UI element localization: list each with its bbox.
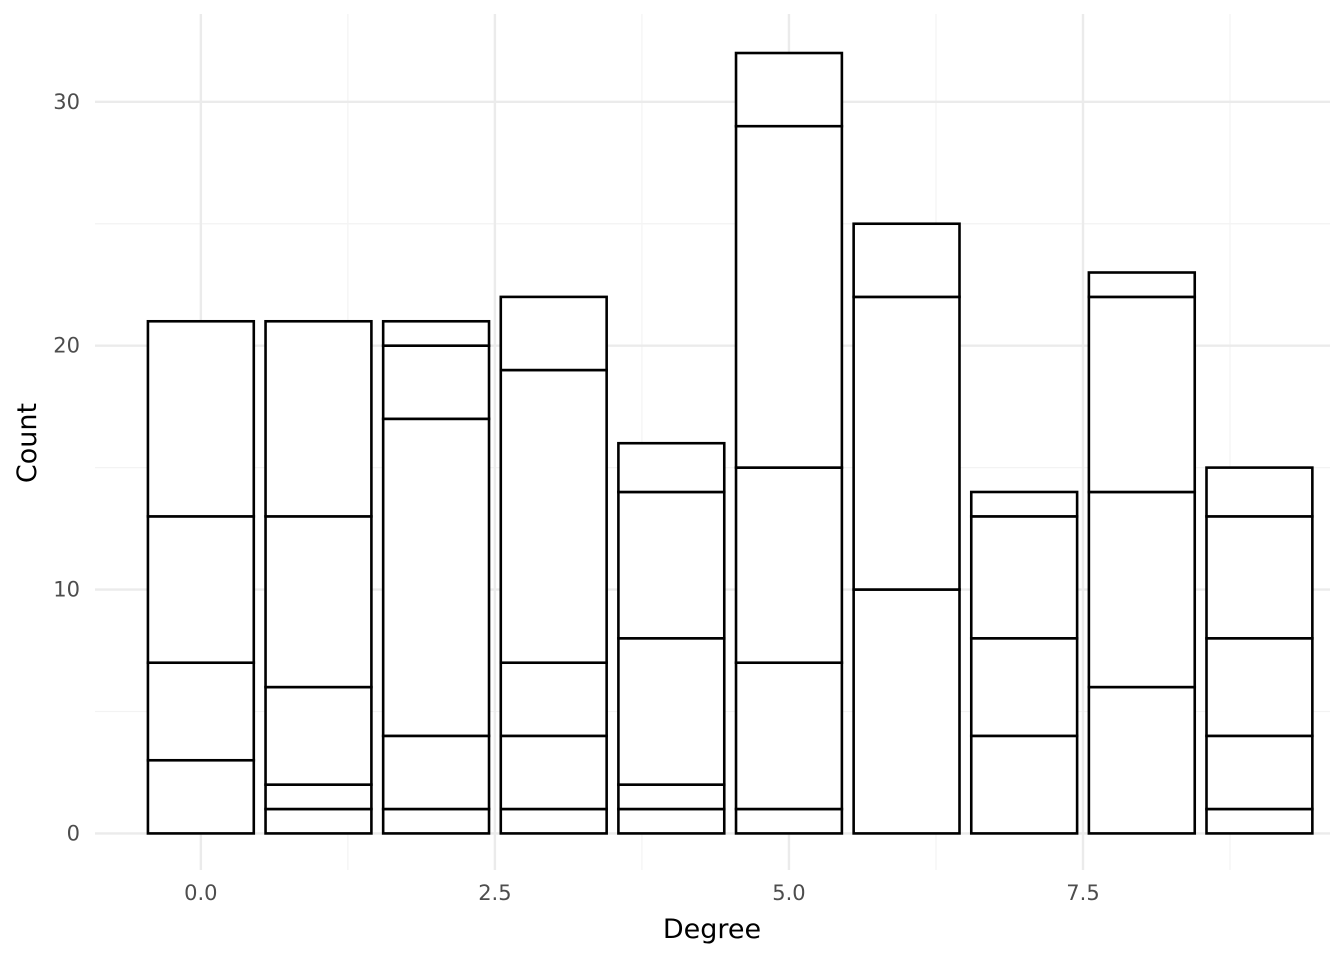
y-tick-label: 30: [53, 90, 80, 114]
bars-layer: [146, 51, 1314, 835]
bar-segment: [1087, 490, 1197, 689]
bar-stack: [381, 319, 491, 835]
bar-segment: [381, 417, 491, 738]
bar-segment: [969, 734, 1079, 835]
x-tick-label: 0.0: [184, 881, 217, 905]
x-tick-label: 2.5: [478, 881, 511, 905]
bar-segment: [499, 807, 608, 835]
bar-segment: [264, 807, 373, 835]
bar-segment: [617, 490, 726, 640]
bar-segment: [1205, 637, 1314, 738]
bar-segment: [617, 441, 726, 494]
bar-segment: [499, 734, 608, 811]
bar-segment: [1087, 295, 1197, 494]
x-tick-label: 7.5: [1066, 881, 1099, 905]
bar-segment: [381, 734, 491, 811]
bar-segment: [264, 783, 373, 811]
bar-segment: [146, 758, 256, 835]
bar-stack: [734, 51, 844, 835]
bar-segment: [1205, 734, 1314, 811]
y-tick-label: 0: [67, 821, 80, 845]
y-tick-label: 20: [53, 334, 80, 358]
bar-stack: [969, 490, 1079, 835]
bar-stack: [146, 319, 256, 835]
bar-stack: [617, 441, 726, 835]
bar-segment: [1087, 271, 1197, 299]
bar-segment: [617, 783, 726, 811]
bar-segment: [264, 685, 373, 786]
bar-segment: [852, 295, 961, 591]
y-axis-title: Count: [12, 403, 43, 483]
bar-segment: [146, 515, 256, 665]
bar-segment: [734, 51, 844, 128]
bar-segment: [617, 637, 726, 786]
bar-segment: [381, 319, 491, 347]
bar-segment: [734, 466, 844, 665]
bar-stack: [1205, 466, 1314, 835]
bar-segment: [499, 661, 608, 738]
bar-segment: [1087, 685, 1197, 835]
bar-segment: [264, 319, 373, 518]
bar-segment: [969, 515, 1079, 640]
bar-segment: [617, 807, 726, 835]
bar-segment: [734, 661, 844, 811]
bar-stack: [1087, 271, 1197, 835]
bar-stack: [499, 295, 608, 835]
x-axis-title: Degree: [663, 914, 761, 945]
bar-segment: [146, 319, 256, 518]
bar-segment: [969, 490, 1079, 518]
y-tick-label: 10: [53, 578, 80, 602]
bar-stack: [852, 222, 961, 835]
bar-stack: [264, 319, 373, 835]
bar-segment: [734, 807, 844, 835]
ticks-layer: 0 10 20 30 0.0 2.5 5.0 7.5: [53, 90, 1099, 905]
bar-segment: [1205, 515, 1314, 640]
bar-segment: [734, 124, 844, 469]
bar-segment: [499, 368, 608, 665]
bar-segment: [1205, 466, 1314, 518]
bar-segment: [381, 344, 491, 421]
bar-segment: [146, 661, 256, 762]
bar-segment: [969, 637, 1079, 738]
bar-segment: [499, 295, 608, 372]
bar-segment: [852, 588, 961, 835]
bar-segment: [1205, 807, 1314, 835]
bar-segment: [264, 515, 373, 689]
x-tick-label: 5.0: [772, 881, 805, 905]
bar-segment: [852, 222, 961, 299]
bar-segment: [381, 807, 491, 835]
